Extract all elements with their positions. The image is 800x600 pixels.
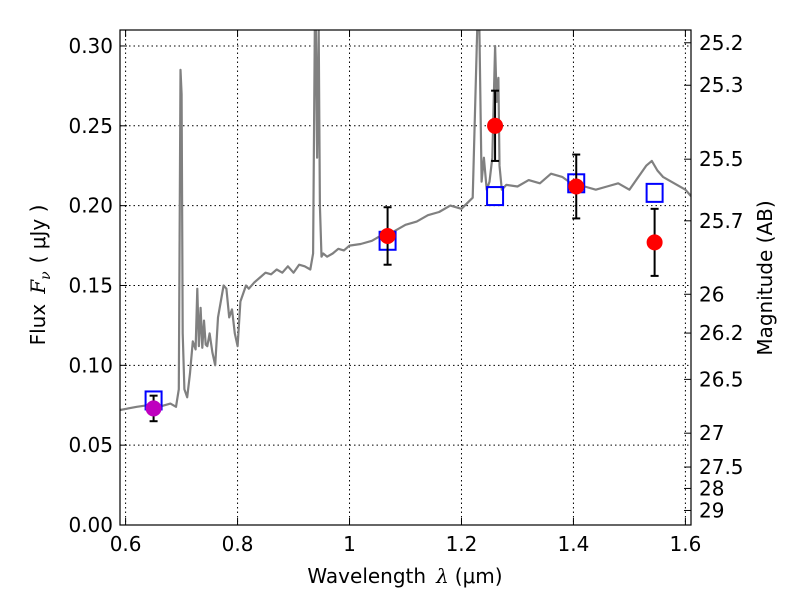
y2-tick-label: 27.5 [699, 455, 744, 479]
y-tick-label: 0.15 [68, 273, 113, 297]
x-tick-label: 1.2 [446, 532, 478, 556]
observed-data-point [568, 178, 585, 195]
y-tick-label: 0.30 [68, 34, 113, 58]
y2-tick-label: 25.2 [699, 31, 744, 55]
y-tick-label: 0.05 [68, 433, 113, 457]
model-photometry-point [645, 182, 664, 203]
y2-tick-label: 25.3 [699, 73, 744, 97]
y2-tick-label: 25.5 [699, 147, 744, 171]
y2-tick-label: 29 [699, 498, 724, 522]
optical-data-point [145, 400, 162, 417]
y-tick-label: 0.10 [68, 353, 113, 377]
y2-tick-label: 25.7 [699, 209, 744, 233]
x-tick-label: 0.6 [110, 532, 142, 556]
y2-tick-label: 27 [699, 421, 724, 445]
plot-frame [119, 29, 692, 526]
observed-data-point [646, 234, 663, 251]
axis-ticks: 0.6 0.8 1 1.2 1.4 1.6 0.00 0.05 0.10 0.15 0.20 0.25… [68, 30, 744, 556]
observed-data-point [379, 227, 396, 244]
y2-tick-label: 26.5 [699, 367, 744, 391]
plot-area [120, 30, 691, 423]
x-tick-label: 0.8 [222, 532, 254, 556]
y2-axis-label: Magnitude (AB) [753, 200, 777, 355]
y2-tick-label: 28 [699, 476, 724, 500]
y-tick-label: 0.20 [68, 194, 113, 218]
sed-model-line [120, 30, 691, 412]
grid-lines [120, 30, 691, 526]
y-tick-label: 0.25 [68, 114, 113, 138]
y2-tick-label: 26.2 [699, 321, 744, 345]
y2-tick-label: 26 [699, 282, 724, 306]
y-axis-label: FluxFν( μJy ) [26, 205, 54, 346]
x-tick-label: 1 [343, 532, 356, 556]
x-tick-label: 1.6 [669, 532, 701, 556]
observed-data-point [487, 117, 504, 134]
model-photometry-point [486, 186, 505, 207]
y-tick-label: 0.00 [68, 513, 113, 537]
x-axis-label: Wavelength λ (μm) [307, 564, 502, 588]
x-tick-label: 1.4 [558, 532, 590, 556]
